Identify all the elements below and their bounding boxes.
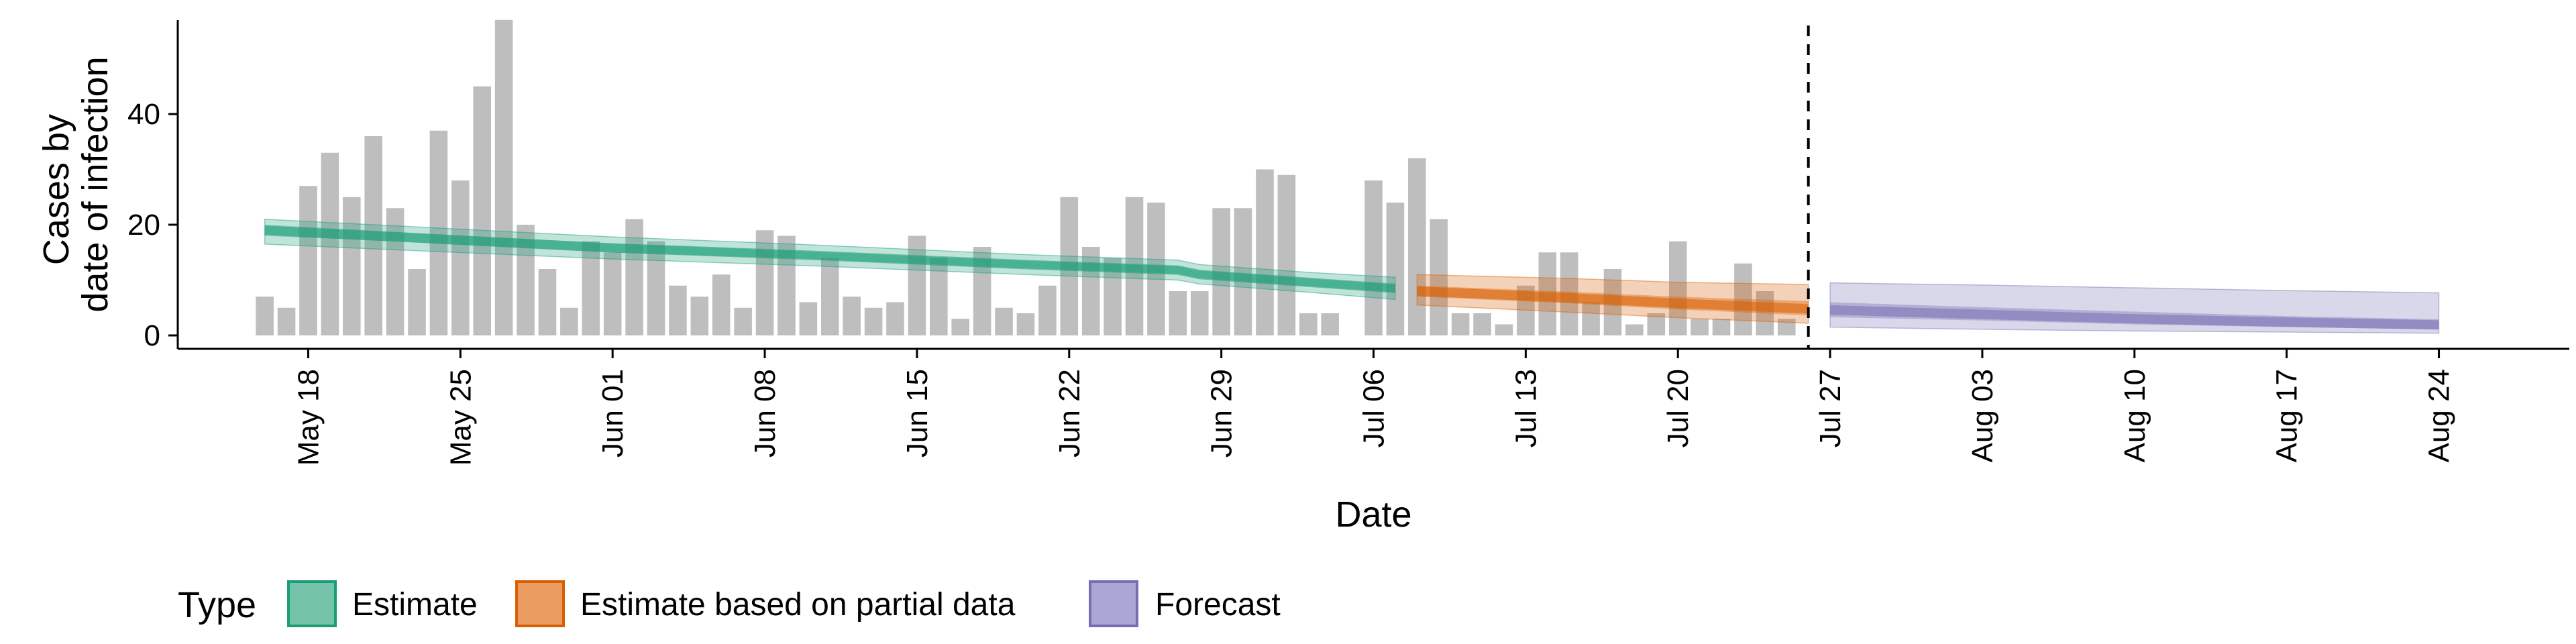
bar (1277, 174, 1296, 335)
bar (1408, 158, 1426, 335)
bar (1169, 291, 1187, 335)
estimate-median-line (264, 225, 1396, 293)
bar (1256, 169, 1274, 335)
legend-title: Type (178, 585, 256, 625)
y-tick-label: 0 (144, 319, 160, 352)
bar (429, 130, 448, 335)
bar (843, 297, 861, 335)
legend-item-label: Estimate based on partial data (580, 587, 1016, 623)
bar (1386, 203, 1405, 335)
bar (712, 274, 731, 335)
legend-swatch (1089, 580, 1138, 627)
bar (1668, 241, 1687, 335)
bar (1734, 263, 1752, 335)
estimate-based-on-partial-data-median-line (1417, 286, 1809, 314)
bar (951, 319, 970, 335)
bar (582, 241, 600, 335)
y-axis-title-line-1: Cases by (36, 114, 76, 265)
bar (864, 307, 883, 335)
bar (690, 297, 709, 335)
bar (473, 86, 492, 335)
bar (1299, 313, 1318, 335)
bar (669, 285, 687, 335)
x-tick-label: Aug 17 (2271, 369, 2304, 462)
bar (1190, 291, 1209, 335)
x-tick-label: Jun 01 (596, 369, 629, 458)
bar (1647, 313, 1666, 335)
bar (494, 19, 513, 335)
bar (1712, 319, 1731, 335)
x-tick-label: May 25 (444, 369, 477, 466)
bar (647, 241, 665, 335)
legend-swatch (287, 580, 337, 627)
bar (1690, 319, 1709, 335)
x-tick-label: Jul 27 (1814, 369, 1847, 447)
bar (1081, 247, 1100, 335)
bar (886, 302, 904, 335)
bar (799, 302, 818, 335)
bar (1756, 291, 1774, 335)
bar (995, 307, 1013, 335)
bar (321, 152, 339, 335)
bar (1582, 302, 1600, 335)
bar (1038, 285, 1057, 335)
y-tick-label: 20 (127, 209, 160, 241)
bar (256, 297, 274, 335)
x-tick-label: Jul 06 (1358, 369, 1391, 447)
bar (277, 307, 296, 335)
x-tick-label: Jun 29 (1205, 369, 1238, 458)
x-tick-label: May 18 (292, 369, 325, 466)
bar (603, 252, 622, 335)
legend-item-label: Forecast (1155, 587, 1281, 623)
y-axis-title: Cases by date of infection (36, 56, 115, 312)
x-tick-label: Aug 10 (2118, 369, 2151, 462)
median-lines-layer (264, 225, 2439, 330)
bar (1777, 319, 1796, 335)
bar (1016, 313, 1035, 335)
bar (408, 269, 426, 335)
x-tick-label: Jul 20 (1662, 369, 1695, 447)
bar (755, 230, 774, 335)
y-axis: 0 20 40 (127, 20, 179, 352)
bar (908, 235, 926, 335)
bar (625, 219, 643, 335)
bar (1451, 313, 1470, 335)
bar (560, 307, 578, 335)
legend-swatch (515, 580, 565, 627)
x-axis-title: Date (1335, 494, 1411, 535)
bar (1473, 313, 1491, 335)
legend-item-label: Estimate (352, 587, 478, 623)
y-tick-label: 40 (127, 98, 160, 131)
bar (930, 258, 948, 335)
x-tick-label: Jun 08 (749, 369, 782, 458)
bar (734, 307, 752, 335)
x-tick-label: Aug 03 (1966, 369, 1999, 462)
bar (342, 197, 361, 335)
bar (1495, 324, 1513, 335)
x-tick-label: Aug 24 (2423, 369, 2456, 462)
plot-area (256, 19, 2440, 349)
bar (386, 208, 405, 335)
bar (1234, 208, 1252, 335)
bar (820, 258, 839, 335)
bar (1430, 219, 1448, 335)
bar (299, 186, 317, 335)
legend: Type Estimate Estimate based on partial d… (178, 580, 1281, 627)
bar (451, 180, 470, 335)
x-tick-label: Jun 22 (1053, 369, 1086, 458)
x-tick-label: Jul 13 (1509, 369, 1542, 447)
y-axis-title-line-2: date of infection (75, 56, 115, 312)
x-axis: May 18 May 25 Jun 01 Jun 08 Jun 15 Jun 22 Jun … (178, 347, 2569, 466)
bar (1364, 180, 1383, 335)
bar (1321, 313, 1339, 335)
x-tick-label: Jun 15 (901, 369, 934, 458)
bar (538, 269, 557, 335)
forecast-median-line (1829, 305, 2439, 330)
bar (1625, 324, 1644, 335)
